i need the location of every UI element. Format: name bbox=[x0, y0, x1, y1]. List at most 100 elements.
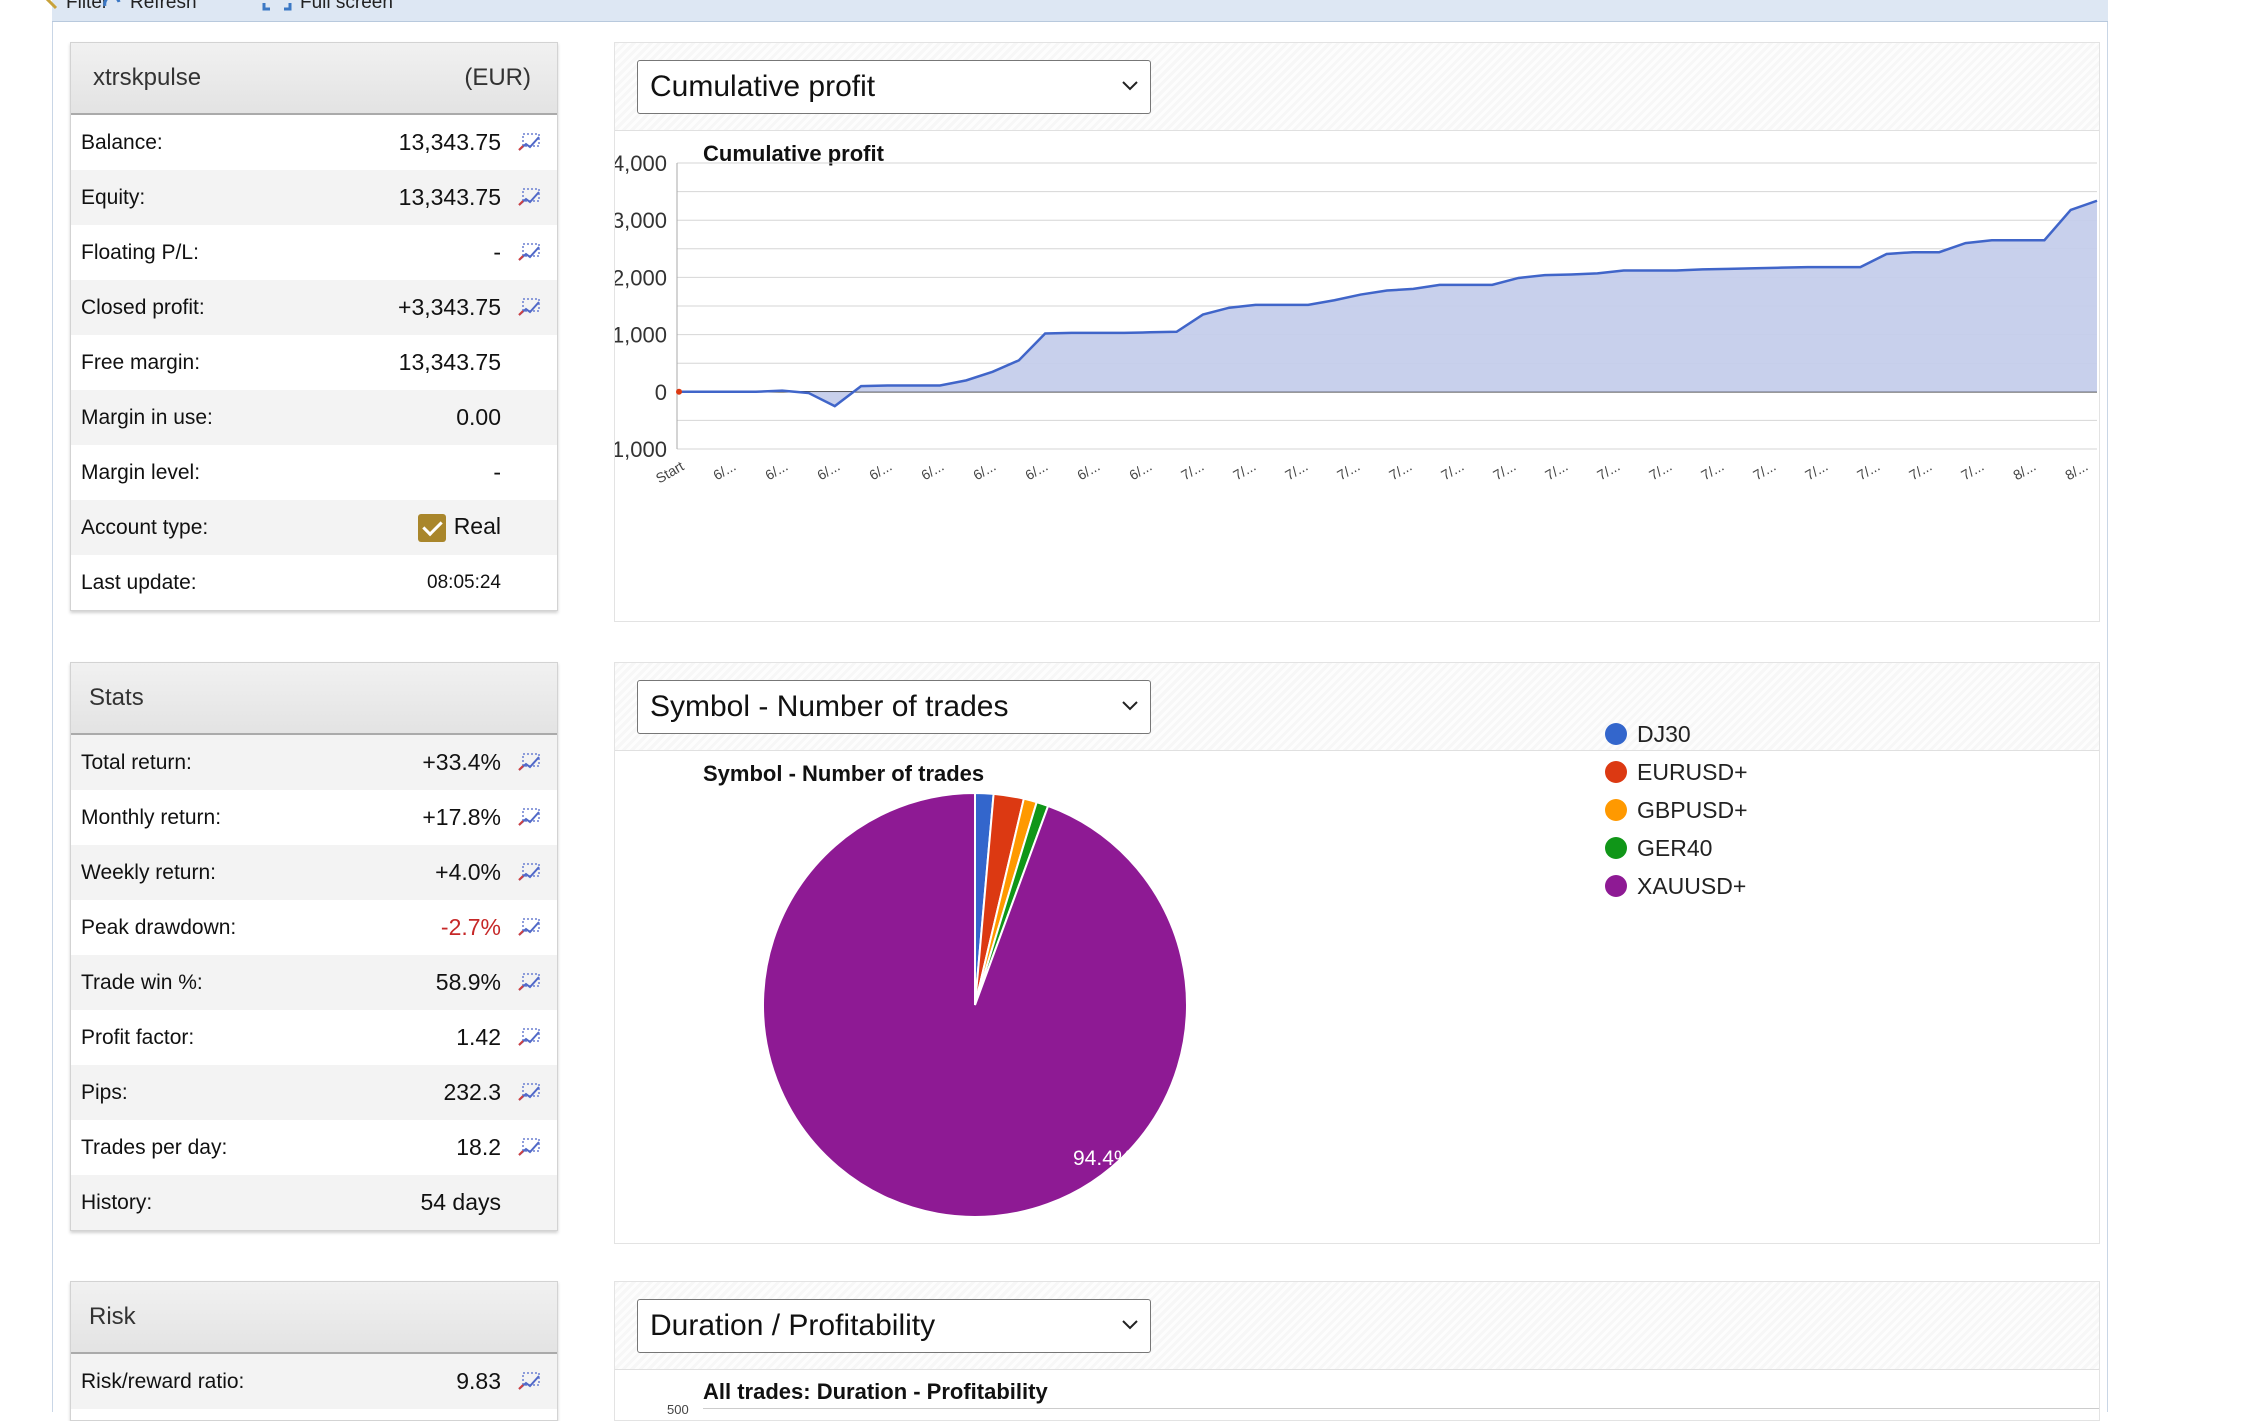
stat-row: Pips: 232.3 bbox=[71, 1065, 557, 1120]
chart-type-select[interactable]: Symbol - Number of trades bbox=[637, 680, 1151, 734]
chart-link-icon[interactable] bbox=[513, 129, 547, 157]
cumulative-head: Cumulative profit bbox=[615, 43, 2099, 131]
x-tick-label: 6/... bbox=[1022, 458, 1050, 484]
stat-value: -2.7% bbox=[440, 914, 501, 940]
balance-label: Balance: bbox=[81, 130, 163, 154]
chart-link-icon[interactable] bbox=[513, 914, 547, 942]
x-tick-label: 7/... bbox=[1958, 458, 1986, 484]
x-tick-label: 6/... bbox=[1074, 458, 1102, 484]
fullscreen-button[interactable]: Full screen bbox=[262, 0, 393, 14]
x-tick-label: 8/... bbox=[2010, 458, 2038, 484]
chart-link-icon[interactable] bbox=[513, 1134, 547, 1162]
chart-link-icon[interactable] bbox=[513, 859, 547, 887]
legend-item: EURUSD+ bbox=[1605, 753, 1748, 791]
checkbox-icon bbox=[417, 513, 446, 542]
stat-label: Weekly return: bbox=[81, 860, 216, 884]
chart-link-icon[interactable] bbox=[513, 1368, 547, 1396]
risk-title: Risk bbox=[89, 1303, 136, 1330]
x-tick-label: 7/... bbox=[1906, 458, 1934, 484]
stat-row: History: 54 days bbox=[71, 1175, 557, 1230]
account-rows: Balance: 13,343.75 Equity: 13,343.75 Float… bbox=[71, 115, 557, 610]
trend-line-icon bbox=[518, 752, 540, 771]
account-type-label: Account type: bbox=[81, 515, 209, 539]
chart-link-icon[interactable] bbox=[513, 294, 547, 322]
legend-swatch bbox=[1605, 799, 1627, 821]
stat-label: Profit factor: bbox=[81, 1025, 195, 1049]
stat-value: 54 days bbox=[420, 1189, 501, 1215]
pie-legend: DJ30 EURUSD+ GBPUSD+ GER40 XAUUSD+ bbox=[1605, 715, 1748, 905]
margin-in-use-label: Margin in use: bbox=[81, 405, 213, 429]
chart-type-select[interactable]: Cumulative profit bbox=[637, 60, 1151, 114]
chart-title: All trades: Duration - Profitability bbox=[703, 1379, 1048, 1404]
y-tick-label: 1,000 bbox=[615, 323, 667, 348]
trend-line-icon bbox=[518, 1137, 540, 1156]
floating-pl-row: Floating P/L: - bbox=[71, 225, 557, 280]
chart-link-icon[interactable] bbox=[513, 969, 547, 997]
fullscreen-icon bbox=[262, 3, 292, 11]
select-value: Cumulative profit bbox=[650, 70, 876, 103]
duration-panel: Duration / Profitability All trades: Dur… bbox=[614, 1281, 2100, 1421]
x-tick-label: 7/... bbox=[1438, 458, 1466, 484]
stats-panel: Stats Total return: +33.4% Monthly return… bbox=[70, 662, 558, 1231]
pie-slice-xauusd-plus bbox=[762, 791, 1188, 1218]
y-tick-label: -1,000 bbox=[615, 437, 667, 462]
stat-label: Trades per day: bbox=[81, 1135, 228, 1159]
free-margin-label: Free margin: bbox=[81, 350, 201, 374]
last-update-value: 08:05:24 bbox=[427, 571, 501, 593]
trend-line-icon bbox=[518, 862, 540, 881]
account-type-text: Real bbox=[453, 513, 501, 540]
risk-row: Risk/reward ratio: 9.83 bbox=[71, 1354, 557, 1409]
equity-label: Equity: bbox=[81, 185, 146, 209]
legend-label: XAUUSD+ bbox=[1637, 872, 1747, 899]
symbol-head: Symbol - Number of trades bbox=[615, 663, 2099, 751]
stat-label: Pips: bbox=[81, 1080, 128, 1104]
x-tick-label: 7/... bbox=[1230, 458, 1258, 484]
fullscreen-label: Full screen bbox=[300, 0, 393, 13]
chart-link-icon[interactable] bbox=[513, 1024, 547, 1052]
stat-label: Peak drawdown: bbox=[81, 915, 237, 939]
start-marker bbox=[676, 388, 682, 395]
equity-value: 13,343.75 bbox=[398, 184, 501, 210]
stat-label: History: bbox=[81, 1190, 153, 1214]
risk-header: Risk bbox=[71, 1282, 557, 1354]
account-header: xtrskpulse (EUR) bbox=[71, 43, 557, 115]
x-tick-label: 7/... bbox=[1646, 458, 1674, 484]
chart-type-select[interactable]: Duration / Profitability bbox=[637, 1299, 1151, 1353]
x-tick-label: 6/... bbox=[970, 458, 998, 484]
equity-row: Equity: 13,343.75 bbox=[71, 170, 557, 225]
balance-value: 13,343.75 bbox=[398, 129, 501, 155]
profit-area bbox=[677, 200, 2097, 407]
chart-link-icon[interactable] bbox=[513, 184, 547, 212]
refresh-button[interactable]: Refresh bbox=[102, 0, 197, 14]
trend-line-icon bbox=[518, 132, 540, 151]
trend-line-icon bbox=[518, 297, 540, 316]
risk-value: 9.83 bbox=[456, 1368, 501, 1394]
chart-link-icon[interactable] bbox=[513, 1079, 547, 1107]
account-panel: xtrskpulse (EUR) Balance: 13,343.75 Equit… bbox=[70, 42, 558, 611]
legend-swatch bbox=[1605, 875, 1627, 897]
x-tick-label: 6/... bbox=[866, 458, 894, 484]
legend-item: GBPUSD+ bbox=[1605, 791, 1748, 829]
stat-value: +4.0% bbox=[435, 859, 501, 885]
stat-value: 232.3 bbox=[443, 1079, 501, 1105]
filter-button[interactable]: Filter bbox=[44, 0, 108, 14]
chart-link-icon[interactable] bbox=[513, 239, 547, 267]
last-update-row: Last update: 08:05:24 bbox=[71, 555, 557, 610]
last-update-label: Last update: bbox=[81, 570, 197, 594]
x-tick-label: 7/... bbox=[1802, 458, 1830, 484]
stat-row: Peak drawdown: -2.7% bbox=[71, 900, 557, 955]
x-tick-label: 7/... bbox=[1334, 458, 1362, 484]
chart-link-icon[interactable] bbox=[513, 749, 547, 777]
trend-line-icon bbox=[518, 242, 540, 261]
closed-profit-label: Closed profit: bbox=[81, 295, 205, 319]
trend-line-icon bbox=[518, 1082, 540, 1101]
margin-in-use-row: Margin in use: 0.00 bbox=[71, 390, 557, 445]
stat-label: Trade win %: bbox=[81, 970, 203, 994]
x-tick-label: 7/... bbox=[1178, 458, 1206, 484]
stat-row: Trades per day: 18.2 bbox=[71, 1120, 557, 1175]
stat-value: 1.42 bbox=[456, 1024, 501, 1050]
chart-link-icon[interactable] bbox=[513, 804, 547, 832]
stat-row: Profit factor: 1.42 bbox=[71, 1010, 557, 1065]
chart-title: Symbol - Number of trades bbox=[703, 761, 985, 786]
stat-row: Weekly return: +4.0% bbox=[71, 845, 557, 900]
